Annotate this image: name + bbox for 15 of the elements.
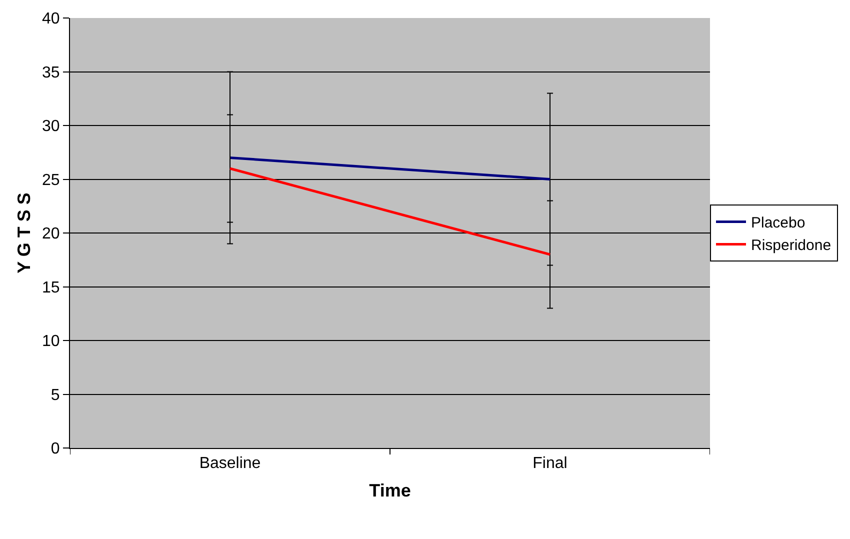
legend-label: Risperidone — [751, 237, 832, 254]
y-tick-label: 35 — [42, 64, 60, 82]
legend-label: Placebo — [751, 214, 806, 232]
y-tick-label: 15 — [42, 279, 60, 296]
x-tick-label: Final — [532, 455, 568, 472]
x-axis-title: Time — [369, 480, 411, 500]
x-tick-label: Baseline — [199, 455, 261, 472]
y-tick-label: 20 — [42, 226, 60, 243]
y-tick-label: 10 — [42, 333, 60, 350]
y-tick-label: 5 — [50, 386, 60, 404]
y-tick-label: 25 — [42, 172, 60, 189]
y-tick-label: 40 — [42, 10, 60, 28]
y-tick-label: 0 — [50, 440, 60, 458]
y-axis-title: Y G T S S — [14, 192, 34, 274]
y-tick-label: 30 — [42, 118, 60, 136]
